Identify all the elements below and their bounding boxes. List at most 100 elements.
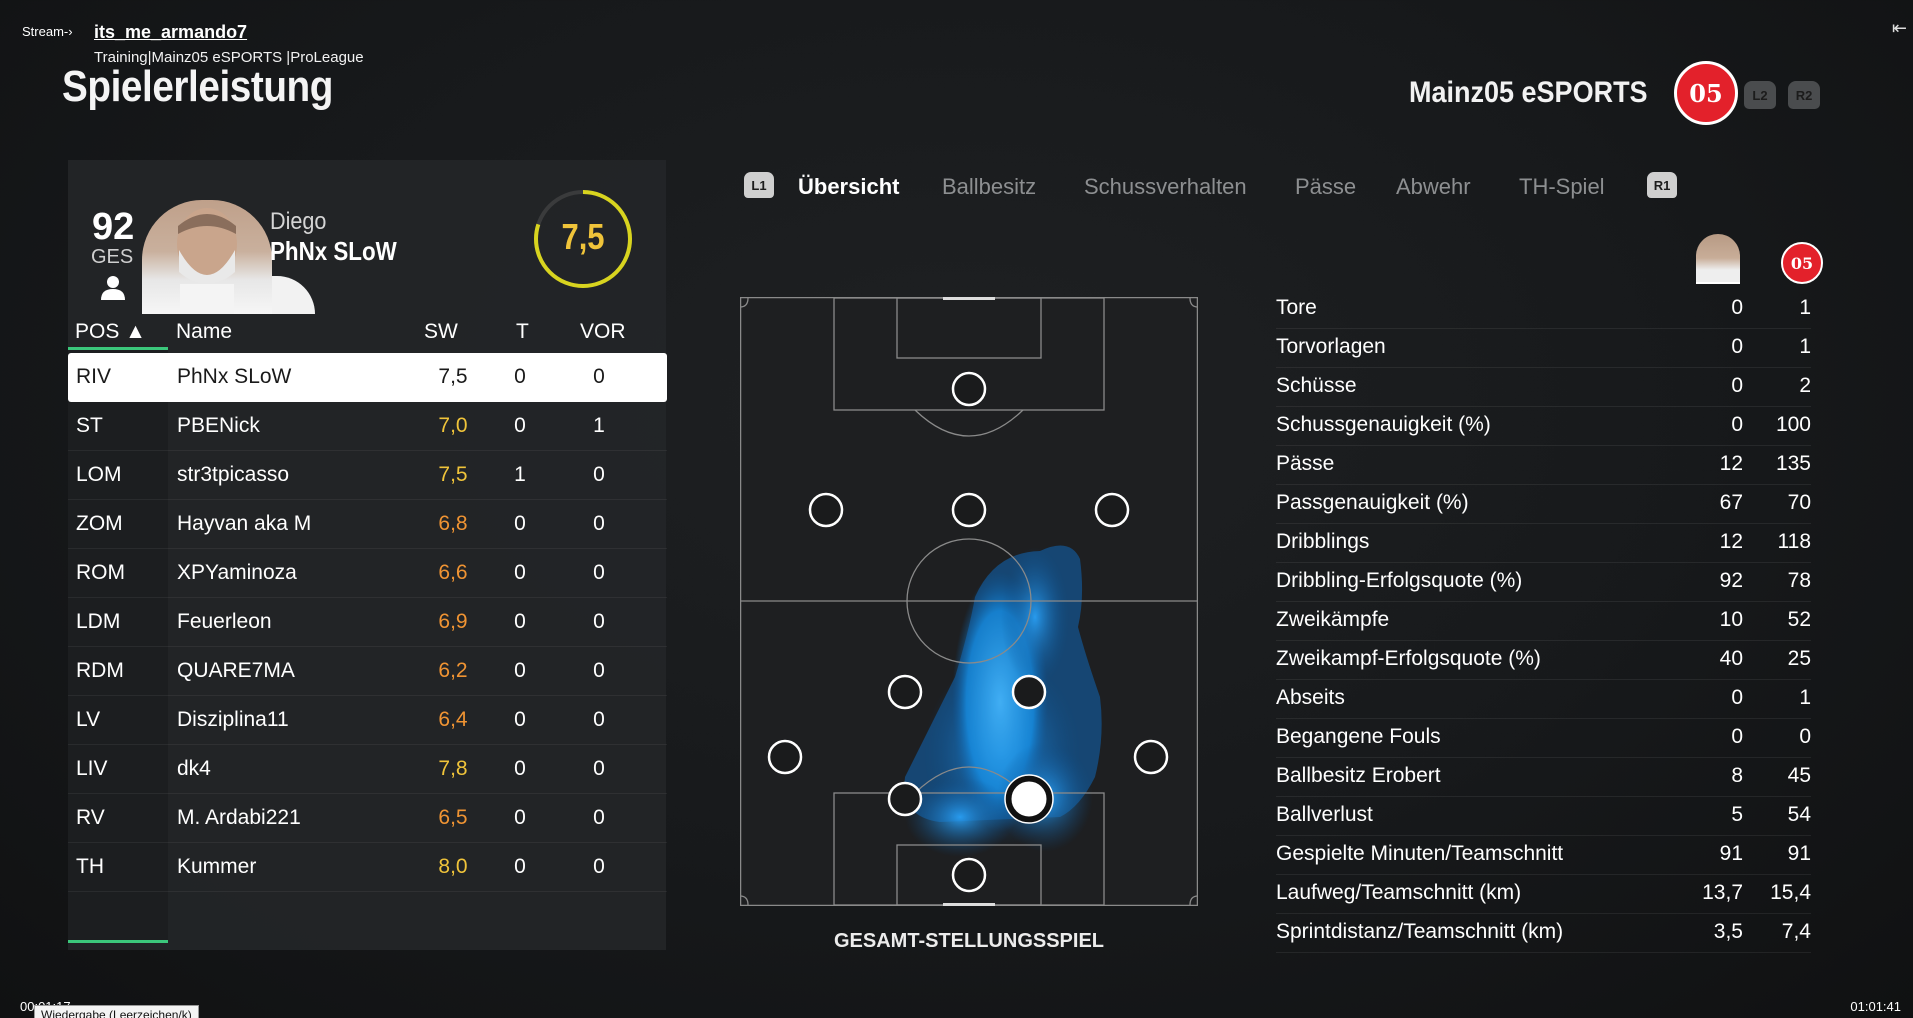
arrow-left-icon[interactable]: ⇤ [1891, 18, 1907, 38]
stream-subtitle: Training|Mainz05 eSPORTS |ProLeague [94, 49, 364, 66]
sw-header[interactable]: SW [424, 320, 458, 343]
cell-pos: LIV [76, 757, 108, 780]
cell-name: Hayvan aka M [177, 512, 312, 535]
table-row[interactable]: LOM str3tpicasso 7,5 1 0 [68, 451, 667, 500]
table-row[interactable]: RIV PhNx SLoW 7,5 0 0 [68, 353, 667, 402]
stat-team: 7,4 [1781, 920, 1811, 943]
player-table: RIV PhNx SLoW 7,5 0 0 ST PBENick 7,0 0 1 LOM str3tp… [68, 353, 667, 892]
tab-abwehr[interactable]: Abwehr [1396, 174, 1471, 199]
table-row[interactable]: ROM XPYaminoza 6,6 0 0 [68, 549, 667, 598]
cell-pos: ROM [76, 561, 125, 584]
tab-th-spiel[interactable]: TH-Spiel [1519, 174, 1605, 199]
stat-row: Torvorlagen 0 1 [1276, 329, 1811, 368]
overall-rating: 92 [92, 206, 135, 248]
cell-name: XPYaminoza [177, 561, 297, 584]
table-row[interactable]: ZOM Hayvan aka M 6,8 0 0 [68, 500, 667, 549]
stat-label: Schussgenauigkeit (%) [1276, 413, 1491, 436]
cell-t: 0 [514, 659, 526, 682]
table-row[interactable]: RV M. Ardabi221 6,5 0 0 [68, 794, 667, 843]
stat-player: 0 [1731, 686, 1743, 709]
stat-row: Schussgenauigkeit (%) 0 100 [1276, 407, 1811, 446]
cell-t: 0 [514, 365, 526, 388]
stat-team: 91 [1787, 842, 1811, 865]
stat-player: 12 [1719, 530, 1743, 553]
tab-paesse[interactable]: Pässe [1295, 174, 1357, 199]
cell-t: 0 [514, 414, 526, 437]
cell-sw: 7,8 [438, 757, 468, 780]
stat-player: 0 [1731, 374, 1743, 397]
cell-sw: 8,0 [438, 855, 468, 878]
l1-button[interactable]: L1 [744, 172, 774, 198]
tab-uebersicht[interactable]: Übersicht [798, 174, 900, 199]
l2-button[interactable]: L2 [1744, 81, 1776, 109]
cell-t: 0 [514, 708, 526, 731]
stat-row: Ballbesitz Erobert 8 45 [1276, 758, 1811, 797]
cell-name: Disziplina11 [177, 708, 289, 731]
vor-header[interactable]: VOR [580, 320, 626, 343]
cell-vor: 0 [593, 512, 605, 535]
stat-team: 1 [1799, 296, 1811, 319]
stat-team: 135 [1775, 452, 1811, 475]
stats-table: Tore 0 1 Torvorlagen 0 1 Schüsse 0 2 Schussgenaui… [1276, 290, 1811, 953]
table-row[interactable]: LV Disziplina11 6,4 0 0 [68, 696, 667, 745]
sort-pos-header[interactable]: POS ▲ [75, 320, 146, 343]
tab-ballbesitz[interactable]: Ballbesitz [942, 174, 1037, 199]
r2-button[interactable]: R2 [1788, 81, 1820, 109]
t-header[interactable]: T [516, 320, 529, 343]
cell-vor: 1 [593, 414, 605, 437]
name-header[interactable]: Name [176, 320, 233, 343]
stat-team: 78 [1787, 569, 1811, 592]
stat-label: Passgenauigkeit (%) [1276, 491, 1469, 514]
pos-column-background [68, 350, 168, 940]
player-first-name: Diego [270, 208, 327, 235]
stat-label: Zweikämpfe [1276, 608, 1390, 631]
stat-team: 25 [1787, 647, 1811, 670]
cell-sw: 7,5 [438, 463, 468, 486]
stat-label: Pässe [1276, 452, 1335, 475]
cell-pos: ZOM [76, 512, 123, 535]
cell-name: QUARE7MA [177, 659, 295, 682]
table-row[interactable]: RDM QUARE7MA 6,2 0 0 [68, 647, 667, 696]
stat-row: Schüsse 0 2 [1276, 368, 1811, 407]
time-total: 01:01:41 [1850, 999, 1901, 1014]
stat-label: Abseits [1276, 686, 1345, 709]
stat-label: Schüsse [1276, 374, 1357, 397]
cell-sw: 6,4 [438, 708, 468, 731]
stat-label: Dribblings [1276, 530, 1370, 553]
column-footer-line [68, 940, 168, 943]
stat-label: Zweikampf-Erfolgsquote (%) [1276, 647, 1541, 670]
table-row[interactable]: TH Kummer 8,0 0 0 [68, 843, 667, 892]
tab-schussverhalten[interactable]: Schussverhalten [1084, 174, 1247, 199]
stat-player: 5 [1731, 803, 1743, 826]
r1-button[interactable]: R1 [1647, 172, 1677, 198]
stat-row: Dribblings 12 118 [1276, 524, 1811, 563]
cell-name: Kummer [177, 855, 257, 878]
stat-row: Zweikämpfe 10 52 [1276, 602, 1811, 641]
stat-player: 0 [1731, 335, 1743, 358]
cell-sw: 7,0 [438, 414, 468, 437]
positioning-pitch [740, 297, 1198, 906]
stat-label: Tore [1276, 296, 1317, 319]
cell-sw: 6,5 [438, 806, 468, 829]
stat-row: Sprintdistanz/Teamschnitt (km) 3,5 7,4 [1276, 914, 1811, 953]
cell-sw: 7,5 [438, 365, 468, 388]
table-row[interactable]: LDM Feuerleon 6,9 0 0 [68, 598, 667, 647]
stat-label: Torvorlagen [1276, 335, 1386, 358]
cell-pos: RDM [76, 659, 124, 682]
cell-pos: LDM [76, 610, 121, 633]
sort-indicator [68, 347, 168, 350]
stat-label: Sprintdistanz/Teamschnitt (km) [1276, 920, 1564, 943]
table-row[interactable]: ST PBENick 7,0 0 1 [68, 402, 667, 451]
cell-vor: 0 [593, 659, 605, 682]
overall-label: GES [91, 246, 134, 268]
cell-pos: RIV [76, 365, 112, 388]
stat-player: 0 [1731, 413, 1743, 436]
stat-row: Passgenauigkeit (%) 67 70 [1276, 485, 1811, 524]
stat-label: Dribbling-Erfolgsquote (%) [1276, 569, 1523, 592]
stat-team: 15,4 [1770, 881, 1811, 904]
stat-label: Begangene Fouls [1276, 725, 1441, 748]
cell-name: Feuerleon [177, 610, 272, 633]
table-row[interactable]: LIV dk4 7,8 0 0 [68, 745, 667, 794]
stat-row: Begangene Fouls 0 0 [1276, 719, 1811, 758]
channel-link[interactable]: its_me_armando7 [94, 22, 248, 42]
